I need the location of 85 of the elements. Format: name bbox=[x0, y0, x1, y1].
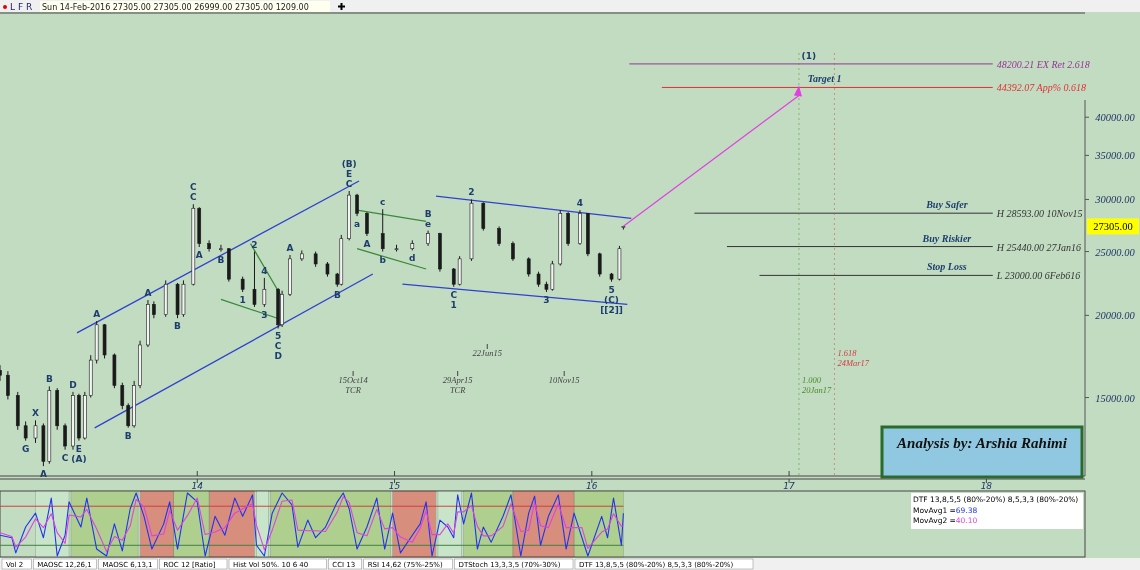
ref-line-label: 10Nov15 bbox=[548, 375, 580, 385]
annotation: 2 bbox=[251, 239, 258, 250]
annotation: 4 bbox=[576, 198, 584, 209]
annotation: B bbox=[424, 208, 432, 219]
annotation: 3 bbox=[261, 309, 268, 320]
text: Sun 14-Feb-2016 27305.00 27305.00 26999.00 27305.00 1209.00 bbox=[42, 3, 309, 12]
annotation: [[2]] bbox=[600, 304, 623, 315]
ref-line-label: 48200.21 EX Ret 2.618 bbox=[996, 58, 1090, 70]
y-tick-label: 15000.00 bbox=[1095, 392, 1136, 404]
annotation: C bbox=[61, 452, 69, 463]
candlestick bbox=[120, 382, 125, 410]
annotation: 4 bbox=[261, 265, 268, 276]
annotation: 3 bbox=[543, 295, 550, 306]
annotation: C bbox=[450, 289, 458, 300]
x-tick-label: 15 bbox=[388, 481, 401, 491]
candlestick bbox=[33, 419, 38, 444]
annotation: (B) bbox=[341, 159, 357, 169]
ref-line-label: 1.000 20Jan17 bbox=[801, 375, 832, 395]
ref-line-label: H 25440.00 27Jan16 bbox=[995, 241, 1081, 253]
ref-line-label: 1.618 24Mar17 bbox=[837, 348, 870, 368]
ref-line-label: L 23000.00 6Feb616 bbox=[995, 270, 1081, 282]
candlestick bbox=[6, 370, 10, 400]
ref-line-label: H 28593.00 10Nov15 bbox=[995, 208, 1083, 220]
y-tick-label: 35000.00 bbox=[1094, 150, 1136, 162]
x-tick-label: 17 bbox=[783, 481, 796, 491]
annotation: (1) bbox=[801, 50, 817, 61]
annotation: a bbox=[354, 219, 361, 230]
annotation: A bbox=[363, 238, 371, 249]
candlestick bbox=[380, 208, 385, 253]
annotation: C bbox=[190, 182, 198, 193]
ref-line-label: 15Oct14 TCR bbox=[338, 375, 369, 395]
annotation: X bbox=[32, 408, 40, 419]
candlestick bbox=[526, 256, 531, 278]
text: L F R bbox=[10, 2, 33, 12]
annotation: A bbox=[93, 309, 101, 320]
annotation: Analysis by: Arshia Rahimi bbox=[896, 435, 1068, 451]
annotation: D bbox=[69, 379, 77, 390]
annotation: E bbox=[75, 443, 82, 454]
candlestick bbox=[252, 251, 257, 308]
annotation: B bbox=[217, 254, 225, 265]
y-tick-label: 40000.00 bbox=[1095, 112, 1136, 124]
annotation: 2 bbox=[468, 187, 475, 198]
ref-line-label: 29Apr15 TCR bbox=[442, 375, 473, 395]
annotation: 1 bbox=[450, 299, 457, 310]
annotation: Buy Riskier bbox=[921, 232, 972, 244]
annotation: Stop Loss bbox=[927, 261, 967, 273]
annotation: B bbox=[174, 321, 182, 332]
candlestick bbox=[262, 277, 267, 308]
candlestick bbox=[63, 422, 67, 451]
x-tick-label: 18 bbox=[980, 481, 993, 491]
ref-line-label: 22Jun15 bbox=[472, 348, 502, 358]
candlestick bbox=[207, 239, 211, 253]
candlestick bbox=[497, 225, 501, 247]
annotation: e bbox=[425, 218, 432, 229]
y-tick-label: 20000.00 bbox=[1095, 310, 1136, 322]
candlestick bbox=[219, 244, 223, 253]
candlestick bbox=[365, 211, 369, 237]
y-tick-label: 25000.00 bbox=[1095, 246, 1136, 258]
candlestick bbox=[23, 420, 28, 442]
annotation: (A) bbox=[71, 453, 87, 464]
text: 27305.00 bbox=[1093, 221, 1133, 233]
ref-line-label: 44392.07 App% 0.618 bbox=[996, 82, 1087, 94]
annotation: B bbox=[45, 374, 53, 385]
y-tick-label: 30000.00 bbox=[1094, 194, 1136, 206]
annotation: A bbox=[39, 469, 47, 480]
annotation: C bbox=[190, 192, 198, 203]
annotation: A bbox=[286, 243, 294, 254]
annotation: Target 1 bbox=[807, 73, 842, 85]
annotation: 5 bbox=[608, 284, 615, 295]
candlestick bbox=[511, 240, 515, 262]
annotation: E bbox=[346, 169, 353, 179]
annotation: Buy Safer bbox=[925, 199, 968, 211]
annotation: A bbox=[195, 250, 203, 261]
annotation: D bbox=[274, 351, 282, 362]
annotation: 5 bbox=[275, 331, 282, 342]
annotation: d bbox=[409, 253, 416, 264]
annotation: 1 bbox=[239, 295, 246, 306]
annotation: C bbox=[274, 341, 282, 352]
annotation: G bbox=[21, 443, 30, 454]
annotation: B bbox=[124, 430, 132, 441]
annotation: b bbox=[379, 254, 387, 265]
candlestick bbox=[126, 402, 131, 429]
x-tick-label: 16 bbox=[586, 481, 598, 491]
x-tick-label: 14 bbox=[191, 481, 204, 491]
annotation: c bbox=[380, 197, 386, 208]
